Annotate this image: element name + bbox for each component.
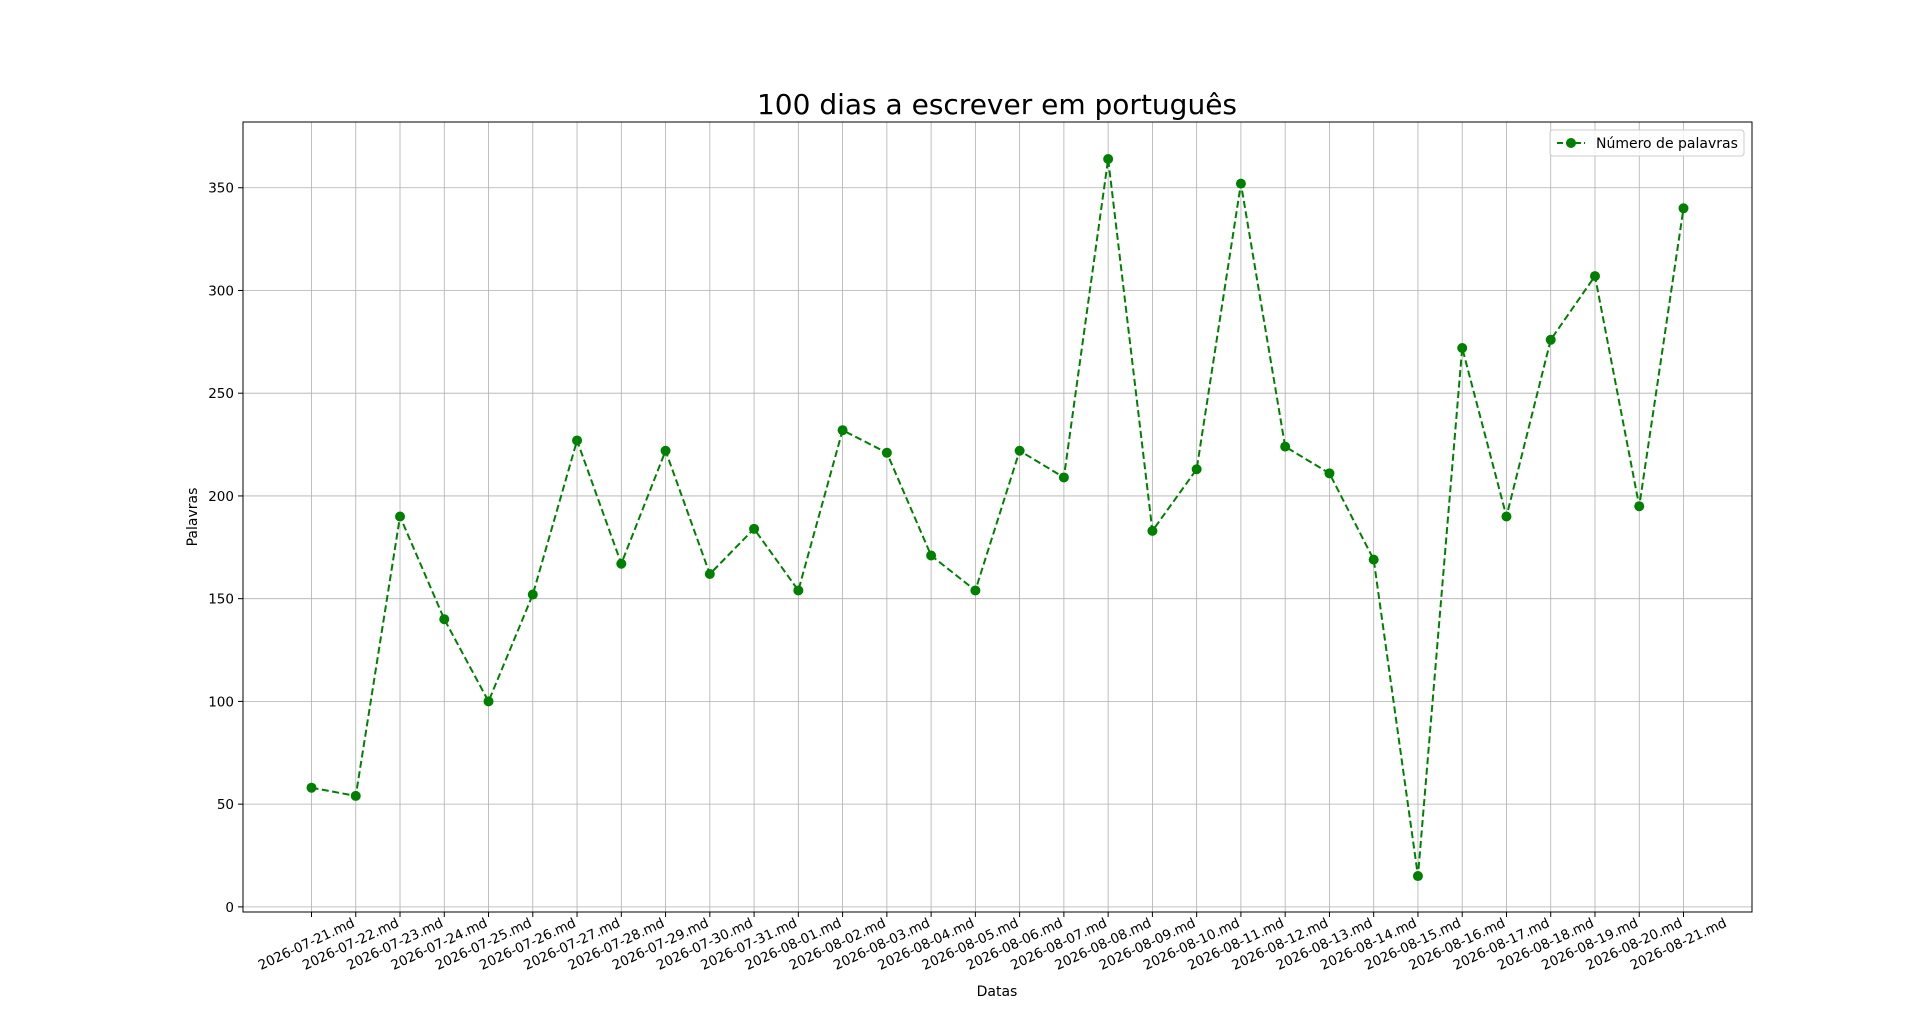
data-point (1678, 203, 1689, 214)
data-point (660, 445, 671, 456)
data-point (483, 696, 494, 707)
y-tick-label: 100 (208, 694, 234, 710)
legend-box (1549, 129, 1745, 157)
y-tick-label: 0 (225, 900, 234, 916)
x-axis-label: Datas (977, 984, 1018, 1000)
grid (243, 122, 1752, 912)
data-point (306, 782, 317, 793)
data-point (1634, 501, 1645, 512)
y-axis-label: Palavras (185, 488, 201, 547)
plot-frame (242, 121, 1753, 913)
y-tick-label: 350 (208, 181, 234, 197)
data-point (704, 569, 715, 580)
chart-title: 100 dias a escrever em português (757, 88, 1237, 121)
y-tick-label: 200 (208, 489, 234, 505)
data-point (1147, 525, 1158, 536)
data-point (527, 589, 538, 600)
data-point (1412, 871, 1423, 882)
data-point (1589, 271, 1600, 282)
series (306, 153, 1689, 882)
data-point (1280, 441, 1291, 452)
y-tick-label: 250 (208, 386, 234, 402)
data-point (572, 435, 583, 446)
legend-marker (1566, 138, 1576, 148)
data-point (1191, 464, 1202, 475)
data-point (970, 585, 981, 596)
data-point (837, 425, 848, 436)
data-point (1103, 153, 1114, 164)
legend-entry-label: Número de palavras (1596, 136, 1738, 152)
x-axis: 2026-07-21.md2026-07-22.md2026-07-23.md2… (256, 912, 1729, 974)
data-point (1014, 445, 1025, 456)
data-point (1501, 511, 1512, 522)
y-tick-label: 150 (208, 592, 234, 608)
legend: Número de palavras (1549, 129, 1745, 157)
data-point (1457, 343, 1468, 354)
data-point (749, 523, 760, 534)
data-point (395, 511, 406, 522)
data-point (881, 447, 892, 458)
data-point (1545, 334, 1556, 345)
y-axis: 0 50 100 150 200 250 300 350 (208, 181, 243, 916)
data-point (350, 790, 361, 801)
data-point (1058, 472, 1069, 483)
data-point (793, 585, 804, 596)
data-point (1324, 468, 1335, 479)
y-tick-label: 300 (208, 283, 234, 299)
series-line (311, 158, 1685, 877)
data-point (616, 558, 627, 569)
data-point (926, 550, 937, 561)
data-point (439, 614, 450, 625)
data-point (1368, 554, 1379, 565)
data-point (1235, 178, 1246, 189)
y-tick-label: 50 (217, 797, 234, 813)
